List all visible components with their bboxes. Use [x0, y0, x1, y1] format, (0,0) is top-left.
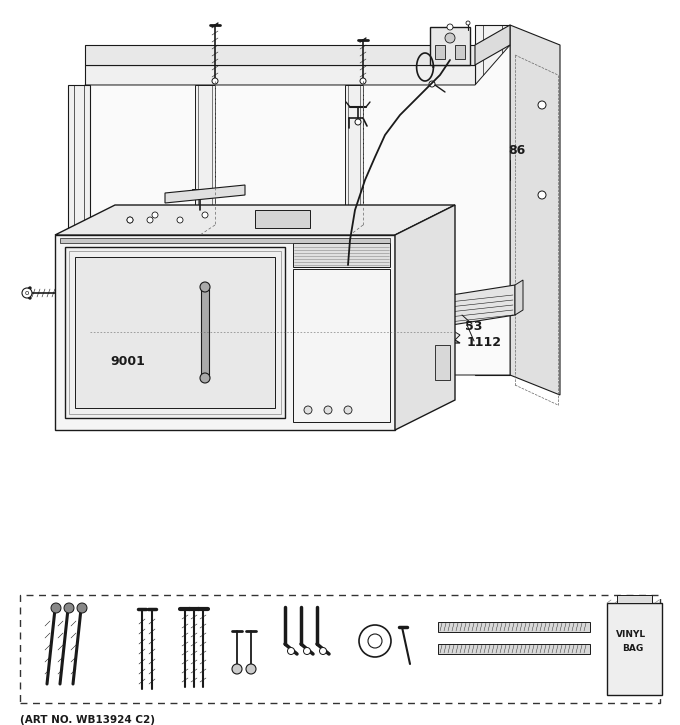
Bar: [255, 210, 310, 228]
Bar: [192, 189, 208, 195]
Bar: [607, 603, 662, 695]
Circle shape: [232, 664, 242, 674]
Bar: [430, 27, 470, 65]
Circle shape: [127, 217, 133, 223]
Circle shape: [320, 647, 326, 655]
Circle shape: [212, 78, 218, 84]
Polygon shape: [510, 25, 560, 395]
Polygon shape: [85, 45, 475, 65]
Circle shape: [303, 647, 311, 655]
Polygon shape: [201, 287, 209, 378]
Polygon shape: [195, 85, 215, 355]
Circle shape: [77, 603, 87, 613]
Bar: [90, 342, 112, 345]
Circle shape: [418, 339, 422, 344]
Circle shape: [197, 339, 203, 344]
Text: VINYL: VINYL: [616, 630, 646, 639]
Circle shape: [358, 339, 362, 344]
Circle shape: [411, 328, 418, 336]
Polygon shape: [85, 45, 510, 375]
Circle shape: [177, 217, 183, 223]
Circle shape: [277, 339, 282, 344]
Bar: [435, 345, 450, 380]
Bar: [293, 243, 390, 267]
Bar: [435, 45, 445, 59]
Polygon shape: [85, 65, 475, 85]
Polygon shape: [55, 205, 455, 235]
Polygon shape: [55, 235, 395, 430]
Polygon shape: [475, 25, 510, 375]
Circle shape: [152, 212, 158, 218]
Circle shape: [429, 81, 435, 87]
Circle shape: [246, 664, 256, 674]
Bar: [90, 274, 112, 277]
Text: 9001: 9001: [110, 355, 145, 368]
Bar: [75, 257, 275, 408]
Bar: [69, 251, 281, 414]
Circle shape: [445, 33, 455, 43]
Polygon shape: [420, 285, 515, 330]
Circle shape: [51, 603, 61, 613]
Text: 53: 53: [465, 320, 482, 333]
Text: 1112: 1112: [467, 336, 502, 349]
Circle shape: [147, 217, 153, 223]
Circle shape: [127, 217, 133, 223]
Circle shape: [355, 119, 361, 125]
Circle shape: [368, 634, 382, 648]
Circle shape: [64, 603, 74, 613]
Polygon shape: [90, 332, 460, 340]
Bar: [455, 45, 465, 59]
Bar: [20, 595, 660, 703]
Text: 86: 86: [508, 144, 525, 157]
Bar: [438, 622, 590, 632]
Circle shape: [304, 406, 312, 414]
Ellipse shape: [160, 202, 230, 228]
Circle shape: [538, 191, 546, 199]
Circle shape: [200, 373, 210, 383]
Circle shape: [158, 339, 163, 344]
Text: (ART NO. WB13924 C2): (ART NO. WB13924 C2): [20, 715, 155, 725]
Bar: [293, 269, 390, 422]
Circle shape: [359, 625, 391, 657]
Circle shape: [288, 647, 294, 655]
Polygon shape: [395, 205, 455, 430]
Text: BAG: BAG: [622, 644, 643, 653]
Polygon shape: [515, 280, 523, 315]
Polygon shape: [90, 340, 460, 343]
Circle shape: [360, 78, 366, 84]
Circle shape: [538, 101, 546, 109]
Circle shape: [344, 406, 352, 414]
Bar: [438, 644, 590, 654]
Bar: [617, 595, 652, 603]
Circle shape: [466, 21, 470, 25]
Bar: [60, 238, 390, 243]
Text: o: o: [25, 290, 29, 296]
Bar: [65, 247, 285, 418]
Circle shape: [200, 282, 210, 292]
Polygon shape: [345, 85, 363, 355]
Circle shape: [324, 406, 332, 414]
Polygon shape: [165, 185, 245, 203]
Circle shape: [118, 339, 122, 344]
Circle shape: [22, 288, 32, 298]
Circle shape: [447, 24, 453, 30]
Circle shape: [202, 212, 208, 218]
Polygon shape: [68, 85, 90, 365]
Polygon shape: [90, 275, 112, 345]
Polygon shape: [475, 25, 510, 65]
